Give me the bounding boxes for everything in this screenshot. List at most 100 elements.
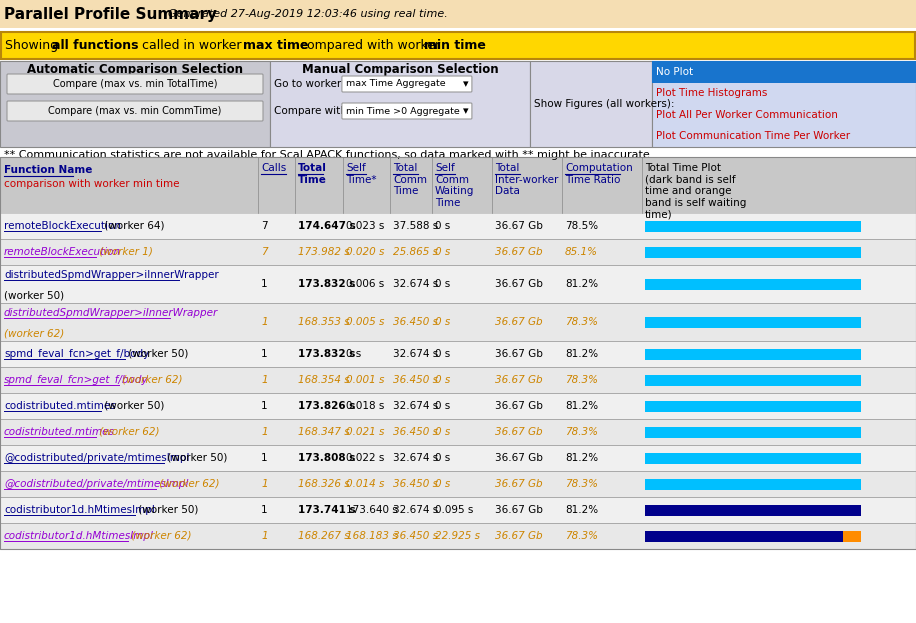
Bar — [0, 61, 270, 147]
Text: 81.2%: 81.2% — [565, 279, 598, 289]
Text: 1: 1 — [261, 279, 267, 289]
Text: distributedSpmdWrapper>iInnerWrapper: distributedSpmdWrapper>iInnerWrapper — [4, 270, 219, 280]
Text: 173.832 s: 173.832 s — [298, 349, 355, 359]
Bar — [0, 341, 916, 367]
Bar — [0, 367, 916, 393]
Text: Show Figures (all workers):: Show Figures (all workers): — [534, 99, 674, 109]
Text: 36.67 Gb: 36.67 Gb — [495, 317, 542, 327]
Bar — [0, 445, 916, 471]
Bar — [652, 61, 916, 147]
Text: ** Communication statistics are not available for ScaLAPACK functions, so data m: ** Communication statistics are not avai… — [4, 150, 653, 160]
Text: Function Name: Function Name — [4, 165, 93, 175]
Bar — [0, 393, 916, 419]
Text: 7: 7 — [261, 247, 267, 257]
Text: compared with worker: compared with worker — [296, 39, 444, 52]
Text: Manual Comparison Selection: Manual Comparison Selection — [301, 64, 498, 77]
Bar — [1, 32, 915, 59]
Text: Compare (max vs. min CommTime): Compare (max vs. min CommTime) — [49, 106, 222, 116]
Text: 0 s: 0 s — [435, 247, 451, 257]
Bar — [843, 531, 861, 541]
Text: max Time Aggregate: max Time Aggregate — [346, 80, 445, 88]
Text: min time: min time — [424, 39, 486, 52]
Text: 78.5%: 78.5% — [565, 221, 598, 231]
Bar — [0, 419, 916, 445]
Text: 1: 1 — [261, 479, 267, 489]
Text: remoteBlockExecution: remoteBlockExecution — [4, 221, 121, 231]
Text: Plot All Per Worker Communication: Plot All Per Worker Communication — [656, 110, 838, 120]
Text: Automatic Comparison Selection: Automatic Comparison Selection — [27, 64, 243, 77]
Text: Go to worker:: Go to worker: — [274, 79, 344, 89]
Text: 32.674 s: 32.674 s — [393, 349, 438, 359]
Text: 81.2%: 81.2% — [565, 349, 598, 359]
Text: 173.826 s: 173.826 s — [298, 401, 355, 411]
Text: 81.2%: 81.2% — [565, 505, 598, 515]
Text: 36.450 s: 36.450 s — [393, 479, 438, 489]
Text: (worker 62): (worker 62) — [4, 328, 64, 338]
Bar — [270, 61, 530, 147]
Bar — [645, 401, 861, 412]
Text: 174.647 s: 174.647 s — [298, 221, 355, 231]
Bar — [0, 0, 916, 28]
Text: (worker 1): (worker 1) — [96, 247, 153, 257]
Text: 1: 1 — [261, 505, 267, 515]
Text: 36.67 Gb: 36.67 Gb — [495, 221, 543, 231]
Text: 0 s: 0 s — [435, 479, 451, 489]
Text: (worker 50): (worker 50) — [164, 453, 227, 463]
Text: 0 s: 0 s — [435, 401, 451, 411]
Text: 0.001 s: 0.001 s — [346, 375, 385, 385]
Text: 0 s: 0 s — [435, 453, 451, 463]
Text: 36.67 Gb: 36.67 Gb — [495, 349, 543, 359]
Bar — [0, 213, 916, 239]
Text: Showing: Showing — [5, 39, 62, 52]
Text: 0.021 s: 0.021 s — [346, 427, 385, 437]
Text: 36.67 Gb: 36.67 Gb — [495, 453, 543, 463]
Text: codistributed.mtimes: codistributed.mtimes — [4, 427, 114, 437]
Text: 81.2%: 81.2% — [565, 453, 598, 463]
Bar — [0, 239, 916, 265]
Text: 78.3%: 78.3% — [565, 317, 598, 327]
Text: Computation
Time Ratio: Computation Time Ratio — [565, 163, 633, 184]
Bar — [645, 278, 861, 290]
Text: 0 s: 0 s — [435, 427, 451, 437]
Text: min Time >0 Aggregate: min Time >0 Aggregate — [346, 107, 460, 115]
Bar — [0, 523, 916, 549]
Text: codistributed.mtimes: codistributed.mtimes — [4, 401, 115, 411]
Text: 85.1%: 85.1% — [565, 247, 598, 257]
Text: Plot Time Histograms: Plot Time Histograms — [656, 88, 768, 98]
Text: (worker 62): (worker 62) — [96, 427, 159, 437]
Text: 36.67 Gb: 36.67 Gb — [495, 479, 542, 489]
Bar — [0, 471, 916, 497]
Text: Generated 27-Aug-2019 12:03:46 using real time.: Generated 27-Aug-2019 12:03:46 using rea… — [168, 9, 448, 19]
Bar — [645, 427, 861, 437]
Text: 0.095 s: 0.095 s — [435, 505, 474, 515]
Text: 173.832 s: 173.832 s — [298, 279, 355, 289]
Text: Self
Time*: Self Time* — [346, 163, 376, 184]
Text: 0.018 s: 0.018 s — [346, 401, 385, 411]
Bar — [645, 505, 861, 515]
Text: Total
Comm
Time: Total Comm Time — [393, 163, 427, 196]
Text: 0.020 s: 0.020 s — [346, 247, 385, 257]
Text: Calls: Calls — [261, 163, 286, 173]
Bar — [645, 348, 861, 359]
Bar — [0, 265, 916, 303]
Text: (worker 62): (worker 62) — [128, 531, 191, 541]
Bar — [0, 303, 916, 341]
Text: 168.347 s: 168.347 s — [298, 427, 350, 437]
Text: 0.006 s: 0.006 s — [346, 279, 384, 289]
Text: 0.022 s: 0.022 s — [346, 453, 385, 463]
Text: 78.3%: 78.3% — [565, 375, 598, 385]
Text: 173.741 s: 173.741 s — [298, 505, 355, 515]
Text: 36.450 s: 36.450 s — [393, 317, 438, 327]
Bar — [530, 61, 652, 147]
Bar — [645, 478, 861, 490]
Text: (worker 64): (worker 64) — [101, 221, 165, 231]
Bar — [652, 61, 916, 82]
Bar — [645, 531, 843, 541]
Text: 173.640 s: 173.640 s — [346, 505, 398, 515]
Text: 1: 1 — [261, 453, 267, 463]
Text: 7: 7 — [261, 221, 267, 231]
Bar — [0, 157, 916, 549]
Text: 168.354 s: 168.354 s — [298, 375, 350, 385]
Text: @codistributed/private/mtimesImpl: @codistributed/private/mtimesImpl — [4, 453, 190, 463]
Text: 0.014 s: 0.014 s — [346, 479, 385, 489]
